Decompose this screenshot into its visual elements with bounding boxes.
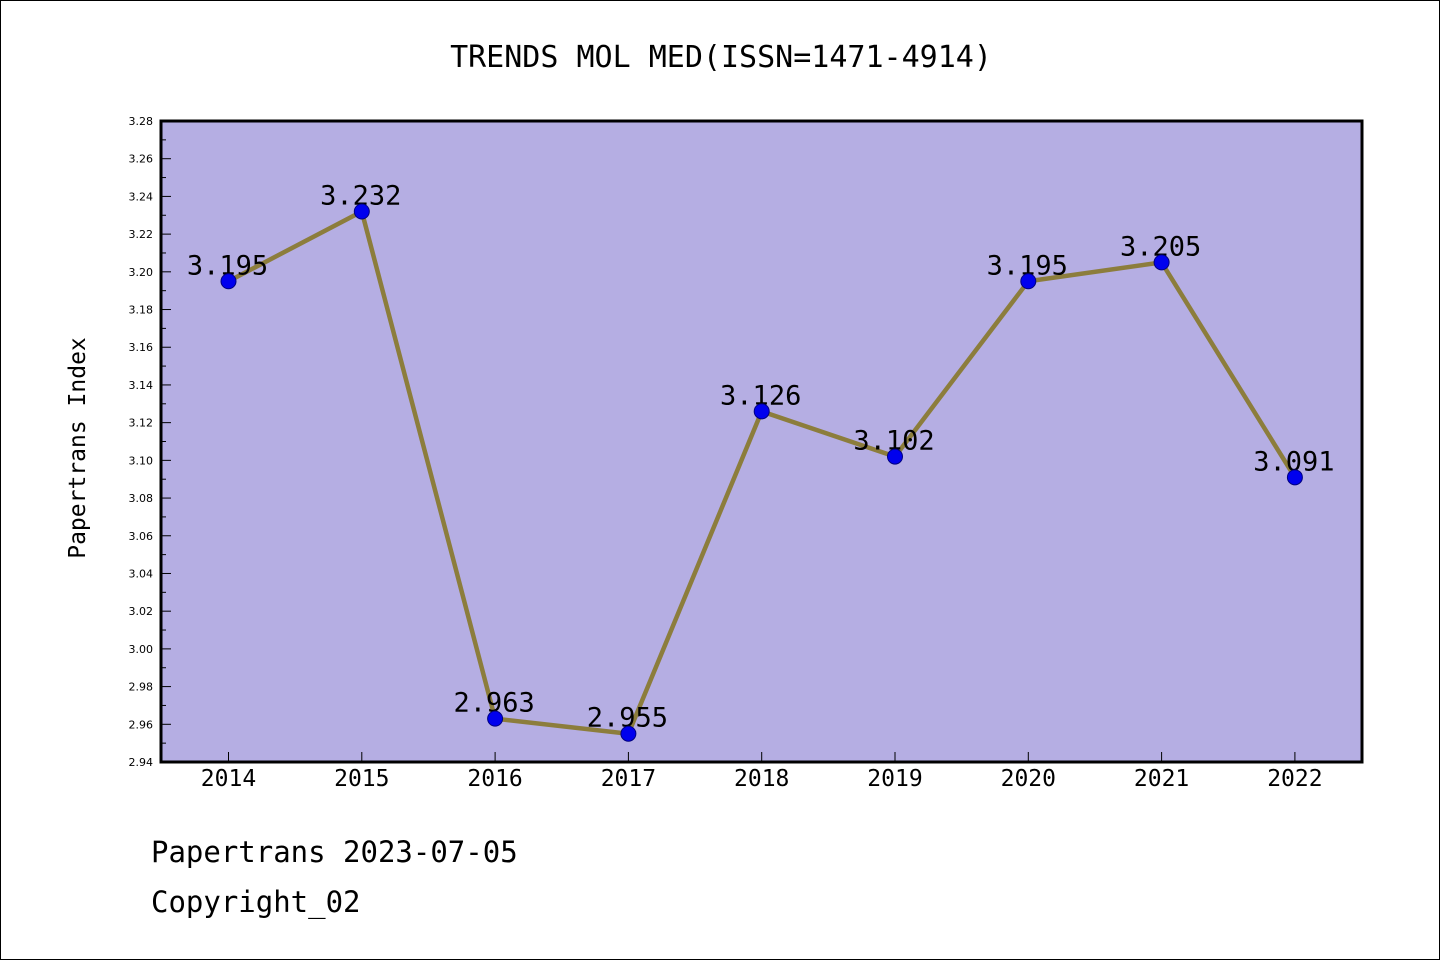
footer-date: Papertrans 2023-07-05 xyxy=(151,835,518,869)
y-tick-label: 2.98 xyxy=(129,681,154,694)
x-tick-label: 2015 xyxy=(334,766,389,792)
x-tick-label: 2020 xyxy=(1001,766,1056,792)
x-tick-label: 2019 xyxy=(867,766,922,792)
y-tick-label: 3.18 xyxy=(129,304,154,317)
y-tick-label: 3.08 xyxy=(129,492,154,505)
chart-title: TRENDS MOL MED(ISSN=1471-4914) xyxy=(450,40,992,75)
x-tick-label: 2022 xyxy=(1267,766,1322,792)
data-point xyxy=(1153,254,1170,271)
data-point xyxy=(220,273,237,290)
y-tick-label: 3.24 xyxy=(129,190,154,203)
y-tick-label: 3.22 xyxy=(129,228,154,241)
y-tick-label: 3.06 xyxy=(129,530,154,543)
data-point xyxy=(1020,273,1037,290)
data-point xyxy=(353,203,370,220)
y-tick-label: 2.94 xyxy=(129,756,154,769)
footer-copyright: Copyright_02 xyxy=(151,885,361,919)
y-tick-label: 3.28 xyxy=(129,115,154,128)
plot-area xyxy=(159,119,1364,764)
y-tick-label: 3.12 xyxy=(129,417,154,430)
y-axis: 2.94 2.96 2.98 3.00 3.02 3.04 3.06 3.08 3.10 3.12… xyxy=(129,115,171,769)
x-tick-label: 2017 xyxy=(601,766,656,792)
x-tick-label: 2021 xyxy=(1134,766,1189,792)
data-point xyxy=(487,710,504,727)
y-tick-label: 3.16 xyxy=(129,341,154,354)
data-point xyxy=(1286,469,1303,486)
x-tick-label: 2016 xyxy=(467,766,522,792)
y-tick-label: 3.14 xyxy=(129,379,154,392)
y-tick-label: 3.02 xyxy=(129,605,154,618)
y-tick-label: 2.96 xyxy=(129,718,154,731)
data-point xyxy=(753,403,770,420)
x-tick-label: 2014 xyxy=(201,766,256,792)
data-point xyxy=(887,448,903,465)
data-point xyxy=(620,725,637,742)
y-tick-label: 3.04 xyxy=(129,567,154,580)
y-tick-label: 3.26 xyxy=(129,153,154,166)
y-tick-label: 3.20 xyxy=(129,266,154,279)
x-tick-label: 2018 xyxy=(734,766,789,792)
y-tick-label: 3.00 xyxy=(129,643,154,656)
x-axis: 2014 2015 2016 2017 2018 2019 2020 2021 2022 xyxy=(201,752,1323,792)
y-axis-label: Papertrans Index xyxy=(65,337,91,559)
y-tick-label: 3.10 xyxy=(129,454,154,467)
